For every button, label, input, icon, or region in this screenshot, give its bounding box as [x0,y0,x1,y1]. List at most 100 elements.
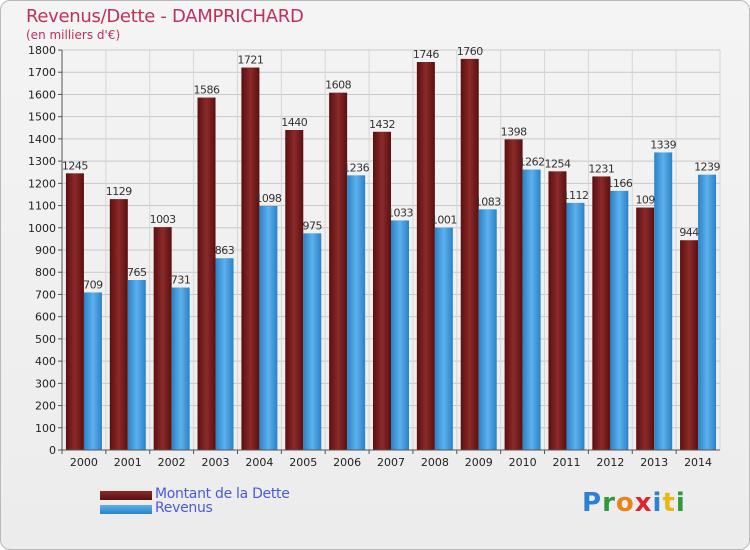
logo-letter: r [602,488,616,518]
legend-swatch-dette [100,491,152,500]
bar-value-label: 1245 [62,159,88,172]
bar-value-label: 1083 [475,195,501,208]
axes: 0 100 200 300 400 500 600 700 800 900 1000 1100 1200… [28,44,720,469]
dette-bar [153,227,172,450]
x-tick-label: 2001 [114,456,142,469]
x-tick-label: 2011 [552,456,580,469]
bar-value-label: 709 [83,278,103,291]
revenus-bar [698,174,717,450]
bar-value-label: 1098 [255,192,281,205]
bar-value-label: 1033 [387,206,413,219]
bar-value-label: 109 [635,194,655,207]
bar-value-label: 1608 [325,79,351,92]
y-tick-label: 1400 [28,133,56,146]
y-tick-label: 200 [35,400,56,413]
bar-value-label: 1003 [150,213,176,226]
bar-value-label: 1236 [343,161,369,174]
dette-bar [636,207,655,450]
bar-value-label: 1129 [106,185,132,198]
revenus-bar [434,227,453,450]
bar-value-label: 1339 [650,138,676,151]
dette-bar [548,171,567,451]
bar-value-label: 1239 [694,161,720,174]
bar-value-label: 1398 [501,125,527,138]
x-tick-label: 2005 [289,456,317,469]
y-tick-label: 1100 [28,200,56,213]
dette-bar [197,97,216,451]
x-tick-label: 2008 [421,456,449,469]
revenus-bar [391,220,409,450]
y-tick-label: 1500 [28,111,56,124]
y-tick-label: 300 [35,377,56,390]
bar-value-label: 1231 [588,162,614,175]
y-tick-label: 500 [35,333,56,346]
bar-value-label: 1112 [562,189,588,202]
y-tick-label: 600 [35,311,56,324]
proxiti-logo: Proxiti [582,488,686,518]
revenus-bar [610,190,629,450]
logo-letter: t [662,488,676,518]
bar-value-label: 863 [215,244,235,257]
data-labels: 1245 709 1129 765 1003 731 1586 863 1721 1098 1440… [62,45,721,292]
bars [65,58,717,451]
y-tick-label: 1800 [28,44,56,57]
legend-label-revenus: Revenus [155,500,213,516]
dette-bar [329,92,348,451]
bar-value-label: 1432 [369,118,395,131]
logo-letter: x [634,488,653,518]
bar-value-label: 1760 [457,45,483,58]
logo-letter: o [615,488,635,518]
logo-letter: i [652,488,663,518]
revenus-bar [566,202,585,450]
dette-bar [241,67,260,451]
dette-bar [592,176,611,450]
chart-title: Revenus/Dette - DAMPRICHARD [26,6,304,27]
revenus-bar [303,233,322,450]
x-tick-label: 2010 [509,456,537,469]
dette-bar [680,240,699,450]
revenus-bar [215,258,234,450]
x-tick-label: 2013 [640,456,668,469]
legend-label-dette: Montant de la Dette [155,486,290,502]
bar-value-label: 1262 [519,156,545,169]
bar-value-label: 1586 [194,84,220,97]
chart-subtitle: (en milliers d'€) [26,28,121,42]
y-tick-label: 1200 [28,177,56,190]
revenus-bar [478,209,497,450]
x-tick-label: 2004 [245,456,273,469]
y-tick-label: 1700 [28,66,56,79]
logo-letter: i [675,488,686,518]
x-tick-label: 2006 [333,456,361,469]
x-tick-label: 2002 [158,456,186,469]
revenus-bar [127,280,146,450]
revenus-bar [259,206,278,450]
dette-bar [504,139,523,451]
y-tick-label: 1000 [28,222,56,235]
revenus-bar [654,152,673,450]
revenus-bar [83,292,102,450]
bar-value-label: 1001 [431,214,457,227]
dette-bar [285,130,304,450]
x-tick-label: 2012 [596,456,624,469]
y-tick-label: 700 [35,288,56,301]
logo-letter: P [582,488,603,518]
bar-value-label: 765 [127,266,147,279]
bar-value-label: 1746 [413,48,439,61]
bar-value-label: 1440 [281,116,307,129]
legend-swatch-revenus [100,505,152,514]
y-tick-label: 100 [35,422,56,435]
bar-value-label: 1721 [237,54,263,67]
bar-value-label: 975 [303,219,323,232]
y-tick-label: 800 [35,266,56,279]
x-tick-label: 2009 [465,456,493,469]
dette-bar [373,131,391,450]
bar-value-label: 1166 [606,177,632,190]
dette-bar [109,199,128,450]
dette-bar [416,62,435,450]
revenus-bar [522,169,541,451]
x-tick-label: 2003 [202,456,230,469]
bar-value-label: 944 [679,226,699,239]
revenus-bar [347,175,366,451]
bar-value-label: 731 [171,274,191,287]
